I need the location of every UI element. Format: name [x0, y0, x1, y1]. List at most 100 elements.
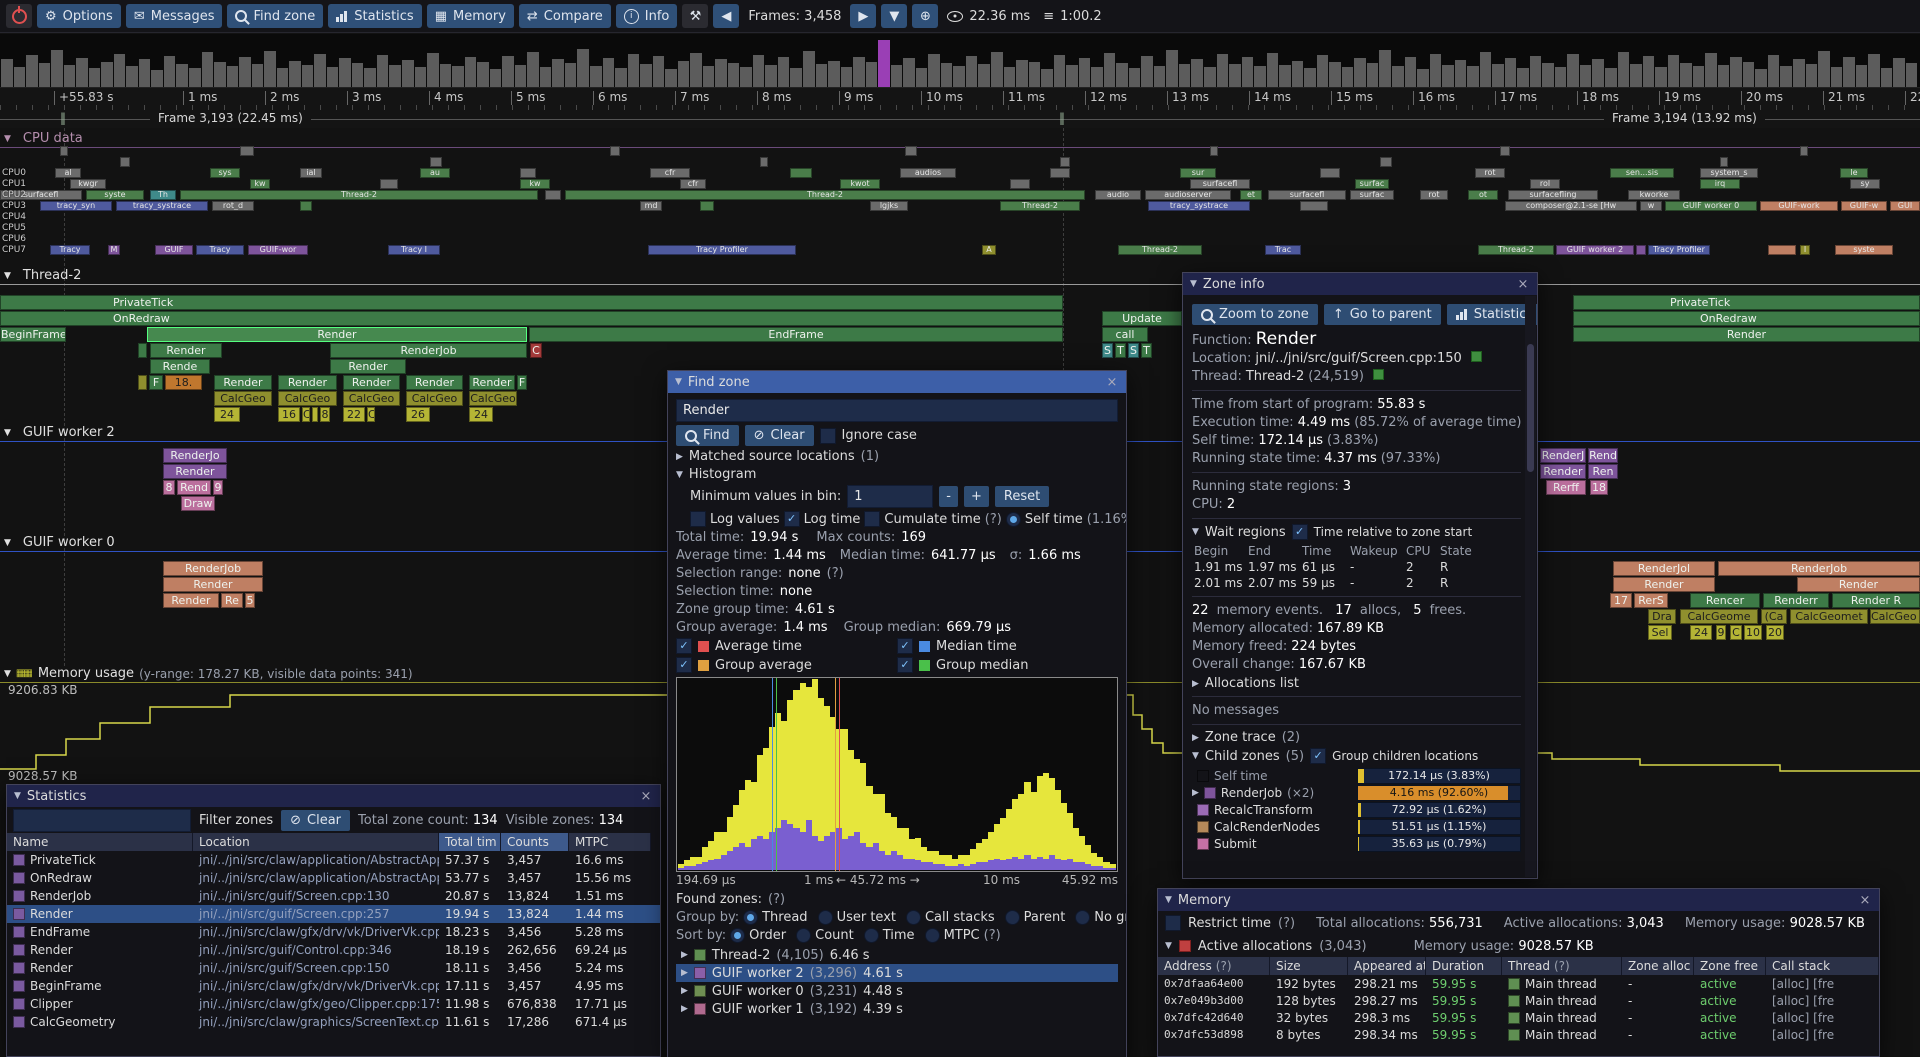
column-header[interactable]: Counts — [501, 833, 569, 851]
chevron-down-icon[interactable]: ▼ — [1165, 941, 1172, 951]
wait-region-row[interactable]: 2.01 ms2.07 ms59 μs-2R — [1192, 575, 1521, 591]
cpu-zone-segment[interactable] — [1010, 179, 1030, 189]
frame-markers-row[interactable]: Frame 3,193 (22.45 ms)Frame 3,194 (13.92… — [0, 110, 1920, 128]
cpu-zone-segment[interactable]: surfac — [1350, 190, 1394, 200]
legend-item[interactable]: ✓ Group median — [897, 657, 1118, 673]
zone-segment[interactable]: PrivateTick — [0, 295, 1063, 310]
list-item[interactable]: ▶ GUIF worker 2(3,296)4.61 s — [676, 964, 1118, 982]
find-zone-titlebar[interactable]: ▼ Find zone × — [668, 371, 1126, 393]
zone-segment[interactable]: C — [530, 343, 542, 358]
zone-segment[interactable]: RenderJol — [1613, 561, 1715, 576]
sort-by-radio[interactable]: Order — [730, 928, 786, 943]
table-row[interactable]: Render jni/../jni/src/guif/Screen.cpp:15… — [7, 959, 660, 977]
memory-button[interactable]: ▦Memory — [427, 4, 514, 28]
cpu-zone-segment[interactable]: surfacefl — [1190, 179, 1250, 189]
zone-segment[interactable]: PrivateTick — [1573, 295, 1920, 310]
cpu-zone-segment[interactable] — [120, 157, 130, 167]
min-bin-input[interactable] — [847, 485, 933, 508]
zone-segment[interactable]: call — [1102, 327, 1148, 342]
column-header[interactable]: Appeared at — [1348, 957, 1426, 975]
cpu-zone-segment[interactable]: kw — [250, 179, 270, 189]
table-row[interactable]: 0x7dfaa64e00 192 bytes 298.21 ms 59.95 s… — [1158, 975, 1879, 992]
cpu-zone-segment[interactable] — [1768, 245, 1796, 255]
table-row[interactable]: 0x7dfc42d640 32 bytes 298.3 ms 59.95 s M… — [1158, 1009, 1879, 1026]
scrollbar[interactable] — [1525, 296, 1536, 877]
chevron-down-icon[interactable]: ▼ — [1192, 751, 1199, 761]
self-time-radio[interactable] — [1006, 512, 1021, 527]
cpu-zone-segment[interactable]: au — [420, 168, 450, 178]
sort-by-radio[interactable]: Count — [796, 928, 854, 943]
zone-segment[interactable]: Render — [163, 593, 219, 608]
zone-segment[interactable]: C — [367, 407, 375, 422]
zone-segment[interactable]: Render — [1540, 464, 1586, 479]
cpu-zone-segment[interactable]: surfacefl — [1268, 190, 1346, 200]
table-row[interactable]: BeginFrame jni/../jni/src/claw/gfx/drv/v… — [7, 977, 660, 995]
cpu-zone-segment[interactable]: Thread-2 — [565, 190, 1085, 200]
zone-info-titlebar[interactable]: ▼ Zone info × — [1183, 273, 1537, 295]
group-by-radio[interactable]: Thread — [743, 910, 807, 925]
cpu-zone-segment[interactable]: GUIF — [155, 245, 193, 255]
cpu-zone-segment[interactable] — [905, 146, 917, 156]
column-header[interactable]: Call stack — [1766, 957, 1879, 975]
zone-segment[interactable] — [138, 343, 147, 358]
cpu-zone-segment[interactable]: A — [982, 245, 996, 255]
zone-segment[interactable]: 24 — [214, 407, 240, 422]
zone-segment[interactable]: S — [1128, 343, 1139, 358]
column-header[interactable]: Location — [193, 833, 439, 851]
zone-segment[interactable]: 22 — [343, 407, 365, 422]
cpu-zone-segment[interactable]: Thread-2 — [180, 190, 538, 200]
zone-segment[interactable]: 9 — [1716, 625, 1726, 640]
zone-segment[interactable]: 17 — [1610, 593, 1632, 608]
group-children-checkbox[interactable]: ✓ — [1310, 748, 1326, 764]
zone-segment[interactable]: CalcGeome — [1680, 609, 1758, 624]
cpu-zone-segment[interactable]: audios — [900, 168, 956, 178]
zone-segment[interactable]: (Ca — [1761, 609, 1787, 624]
statistics-titlebar[interactable]: ▼ Statistics × — [7, 785, 660, 807]
zone-segment[interactable]: Render — [406, 375, 463, 390]
search-input[interactable] — [676, 399, 1118, 422]
zone-segment[interactable]: Draw — [181, 496, 215, 511]
sort-by-radio[interactable]: MTPC — [925, 928, 980, 943]
cpu-zone-segment[interactable]: rot_d — [212, 201, 254, 211]
zone-segment[interactable]: Render — [343, 375, 400, 390]
prev-frame-button[interactable]: ◀ — [713, 4, 739, 28]
legend-item[interactable]: ✓ Median time — [897, 638, 1118, 654]
cpu-zone-segment[interactable]: GUIF-work — [1760, 201, 1838, 211]
frame-marker[interactable]: Frame 3,194 (13.92 ms) — [1604, 111, 1765, 125]
cpu-zone-segment[interactable]: le — [1840, 168, 1868, 178]
zoom-to-zone-button[interactable]: Zoom to zone — [1192, 304, 1318, 325]
cpu-zone-segment[interactable]: surfacefling — [1508, 190, 1598, 200]
zone-segment[interactable]: CalcGeo — [214, 391, 272, 406]
zone-segment[interactable]: Render — [214, 375, 272, 390]
clear-button[interactable]: ⊘Clear — [745, 425, 814, 446]
cpu-zone-segment[interactable]: tracy_systrace — [1148, 201, 1250, 211]
table-row[interactable]: Render jni/../jni/src/guif/Control.cpp:3… — [7, 941, 660, 959]
clear-filter-button[interactable]: ⊘Clear — [281, 810, 350, 831]
compare-button[interactable]: ⇄Compare — [519, 4, 611, 28]
legend-checkbox[interactable]: ✓ — [676, 638, 692, 654]
zone-statistics-button[interactable]: Statistics — [1447, 304, 1537, 325]
column-header[interactable]: Thread(?) — [1502, 957, 1622, 975]
zone-segment[interactable]: RenderJ — [1540, 448, 1586, 463]
legend-item[interactable]: ✓ Group average — [676, 657, 897, 673]
cpu-zone-segment[interactable]: Tracy Profiler — [648, 245, 796, 255]
cpu-zone-segment[interactable]: sur — [1180, 168, 1216, 178]
cpu-zone-segment[interactable] — [700, 201, 714, 211]
cpu-zone-segment[interactable] — [1050, 168, 1070, 178]
zone-segment[interactable]: EndFrame — [529, 327, 1063, 342]
cpu-zone-segment[interactable]: kworke — [1628, 190, 1680, 200]
chevron-down-icon[interactable]: ▼ — [1192, 527, 1199, 537]
cpu-zone-segment[interactable]: tracy_syn — [40, 201, 112, 211]
cpu-zone-segment[interactable]: surfac — [1355, 179, 1389, 189]
zone-segment[interactable]: Rerff — [1546, 480, 1586, 495]
table-row[interactable]: RenderJob jni/../jni/src/guif/Screen.cpp… — [7, 887, 660, 905]
zone-segment[interactable]: C — [302, 407, 310, 422]
cpu-zone-segment[interactable]: rol — [1530, 179, 1560, 189]
zone-segment[interactable]: Rende — [150, 359, 210, 374]
min-bin-decrease-button[interactable]: - — [939, 486, 958, 507]
table-row[interactable]: 0x7e049b3d00 128 bytes 298.27 ms 59.95 s… — [1158, 992, 1879, 1009]
log-time-checkbox[interactable]: ✓ — [784, 511, 800, 527]
zone-segment[interactable]: CalcGeo C — [1870, 609, 1920, 624]
scrollbar-thumb[interactable] — [1527, 344, 1534, 472]
group-by-radio[interactable]: User text — [818, 910, 896, 925]
